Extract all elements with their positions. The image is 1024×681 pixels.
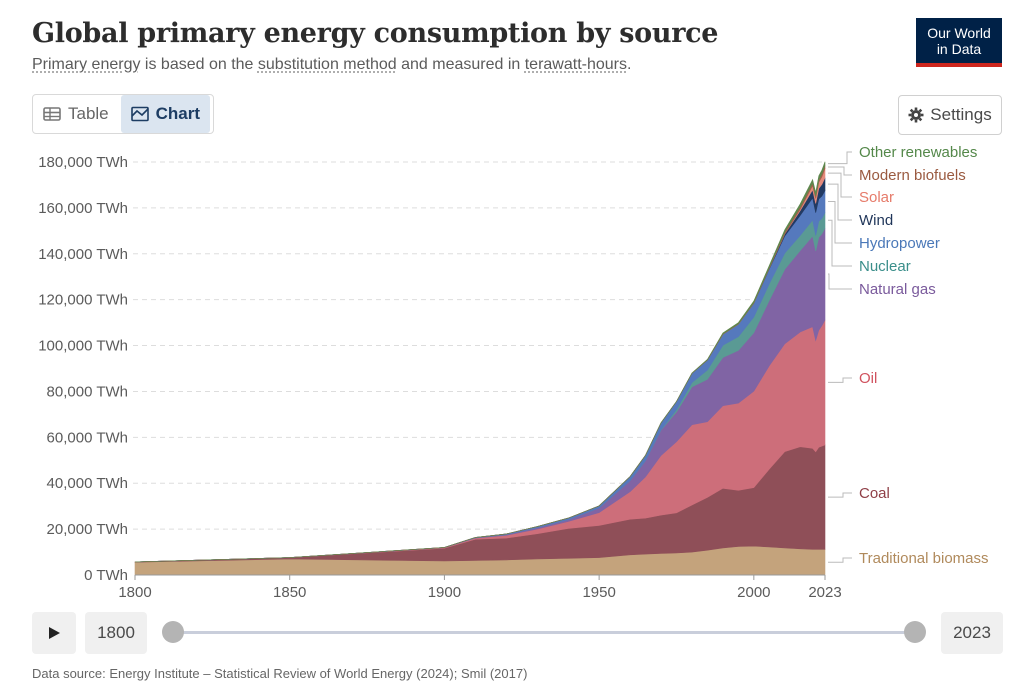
x-tick-label: 1850: [273, 584, 306, 601]
series-label: Oil: [859, 370, 877, 387]
series-labels: Traditional biomass Coal Oil Natural gas Nuc…: [828, 144, 989, 567]
timeline-track[interactable]: [172, 631, 915, 634]
x-tick-label: 1950: [582, 584, 615, 601]
y-tick-label: 160,000 TWh: [38, 200, 128, 217]
series-label: Nuclear: [859, 258, 911, 275]
label-connector: [828, 273, 852, 290]
series-label: Modern biofuels: [859, 167, 966, 184]
y-tick-label: 60,000 TWh: [47, 429, 128, 446]
timeline-start-handle[interactable]: [162, 621, 184, 643]
series-label: Other renewables: [859, 144, 977, 161]
timeline-end-handle[interactable]: [904, 621, 926, 643]
label-connector: [828, 172, 852, 198]
x-tick-label: 2000: [737, 584, 770, 601]
substitution-method-link[interactable]: substitution method: [257, 56, 397, 73]
label-connector: [828, 183, 852, 221]
chart-subtitle: Primary energy is based on the substitut…: [32, 56, 631, 74]
y-tick-label: 180,000 TWh: [38, 154, 128, 171]
start-year-box[interactable]: 1800: [85, 612, 147, 654]
area-other-renewables: [134, 161, 826, 563]
y-tick-label: 120,000 TWh: [38, 292, 128, 309]
logo-line-2: in Data: [936, 41, 982, 57]
label-connector: [828, 219, 852, 267]
end-year-box[interactable]: 2023: [941, 612, 1003, 654]
label-connector: [828, 492, 852, 498]
terawatt-hours-link[interactable]: terawatt-hours: [524, 56, 627, 73]
chart-title: Global primary energy consumption by sou…: [32, 18, 719, 49]
stacked-areas: [134, 161, 826, 576]
y-tick-label: 0 TWh: [84, 567, 128, 584]
gear-icon: [908, 107, 924, 123]
settings-label: Settings: [930, 105, 992, 124]
subtitle-text-2: and measured in: [396, 56, 525, 73]
owid-logo[interactable]: Our World in Data: [916, 18, 1002, 67]
table-tab[interactable]: Table: [33, 95, 119, 133]
table-icon: [43, 107, 61, 121]
series-label: Traditional biomass: [859, 550, 989, 567]
subtitle-text-1: is based on the: [140, 56, 258, 73]
play-icon: [49, 627, 60, 639]
settings-button[interactable]: Settings: [898, 95, 1002, 135]
x-tick-label: 1900: [428, 584, 461, 601]
series-label: Hydropower: [859, 235, 940, 252]
x-tick-label: 1800: [118, 584, 151, 601]
x-tick-label: 2023: [808, 584, 841, 601]
label-connector: [828, 166, 852, 176]
label-connector: [828, 377, 852, 383]
table-tab-label: Table: [68, 104, 109, 123]
label-connector: [828, 557, 852, 563]
label-connector: [828, 201, 852, 244]
subtitle-text-3: .: [627, 56, 632, 73]
play-button[interactable]: [32, 612, 76, 654]
series-label: Coal: [859, 485, 890, 502]
chart-tab-label: Chart: [155, 104, 201, 123]
y-tick-label: 40,000 TWh: [47, 475, 128, 492]
series-label: Wind: [859, 212, 893, 229]
primary-energy-link[interactable]: Primary energy: [32, 56, 141, 73]
logo-line-1: Our World: [927, 25, 991, 41]
energy-area-chart: 0 TWh 20,000 TWh 40,000 TWh 60,000 TWh 80,00…: [38, 144, 989, 601]
view-toggle: Table Chart: [32, 94, 214, 134]
label-connector: [828, 151, 852, 165]
series-label: Solar: [859, 189, 894, 206]
y-tick-label: 80,000 TWh: [47, 383, 128, 400]
y-tick-label: 140,000 TWh: [38, 246, 128, 263]
y-tick-label: 100,000 TWh: [38, 338, 128, 355]
x-axis-ticks: 1800 1850 1900 1950 2000 2023: [118, 574, 842, 601]
chart-icon: [130, 106, 149, 122]
y-axis-ticks: 0 TWh 20,000 TWh 40,000 TWh 60,000 TWh 80,00…: [38, 154, 128, 584]
chart-tab[interactable]: Chart: [120, 95, 211, 133]
y-tick-label: 20,000 TWh: [47, 521, 128, 538]
series-label: Natural gas: [859, 281, 936, 298]
